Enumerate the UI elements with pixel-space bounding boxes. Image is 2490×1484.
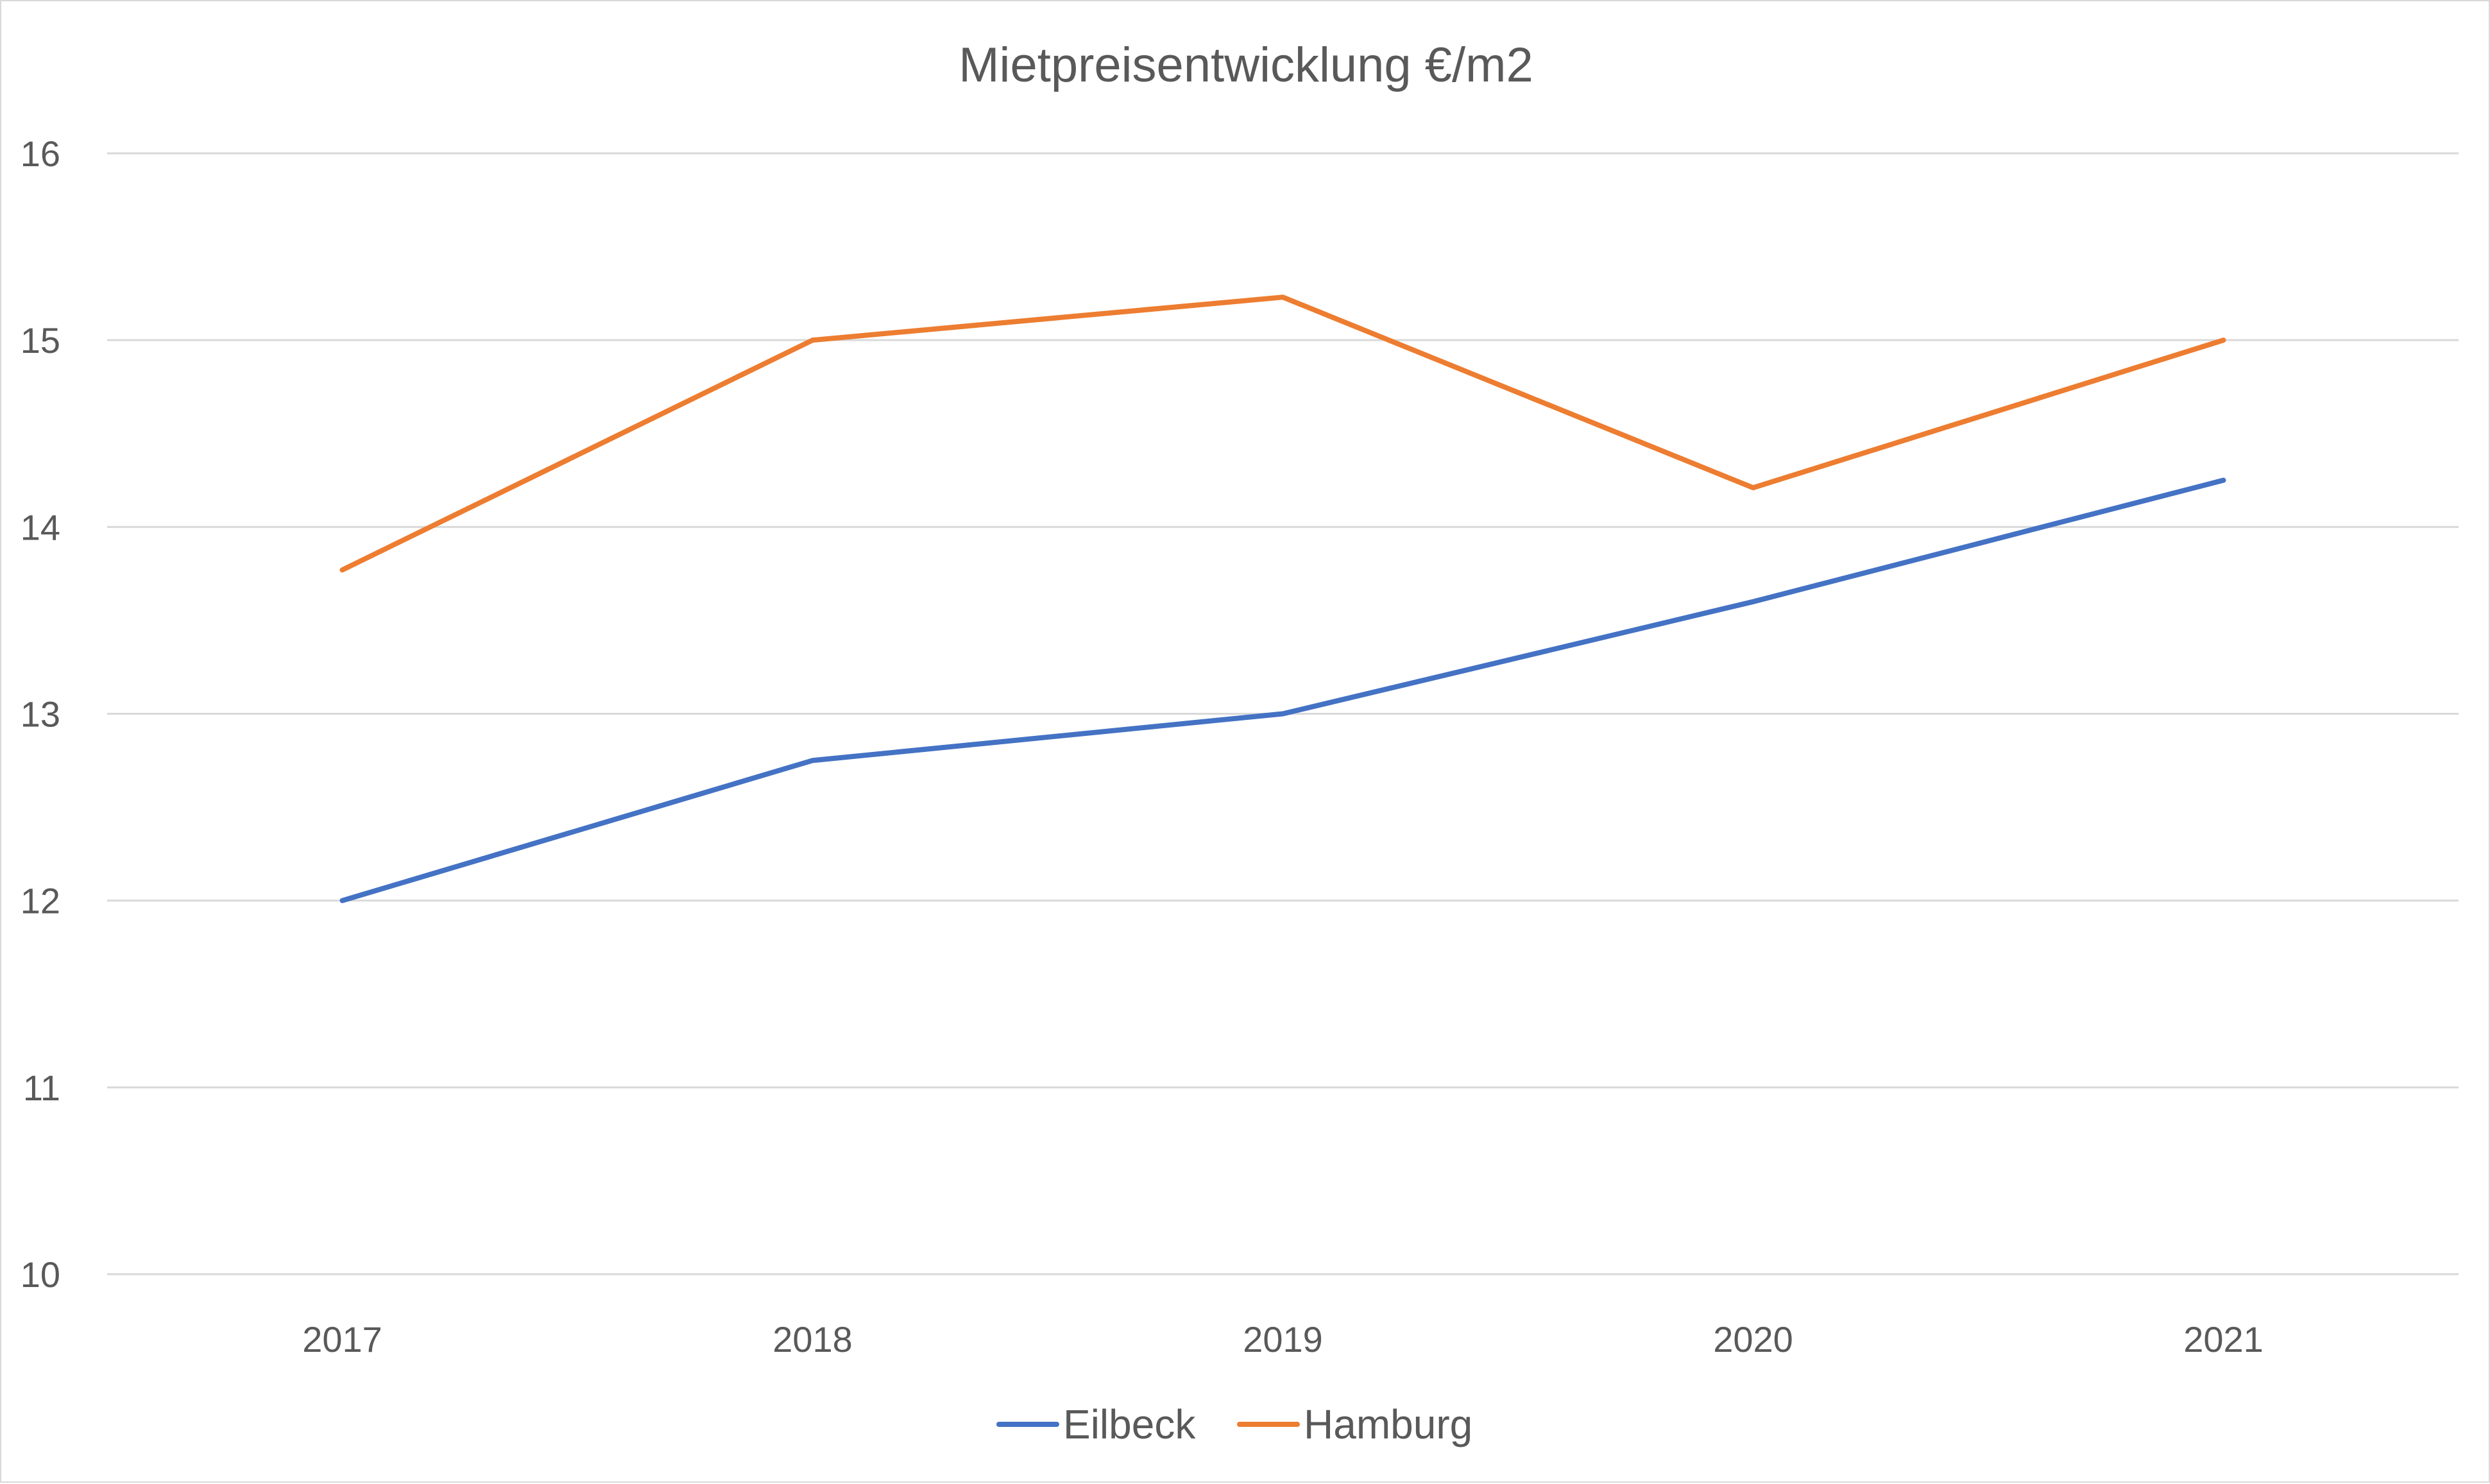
x-tick-label: 2021: [2183, 1319, 2264, 1360]
legend-label-eilbeck: Eilbeck: [1063, 1401, 1196, 1447]
series-line-eilbeck: [339, 477, 2226, 903]
y-tick-label: 15: [21, 320, 60, 361]
y-tick-label: 12: [21, 881, 60, 921]
gridlines: [107, 152, 2459, 1275]
x-tick-label: 2020: [1713, 1319, 1793, 1360]
y-axis-ticks: 10 11 12 13 14 15 16: [21, 133, 60, 1295]
legend-label-hamburg: Hamburg: [1304, 1401, 1472, 1447]
y-tick-label: 10: [21, 1254, 60, 1295]
chart-title: Mietpreisentwicklung €/m2: [959, 38, 1533, 92]
x-tick-label: 2019: [1243, 1319, 1323, 1360]
y-tick-label: 11: [23, 1068, 60, 1108]
legend: Eilbeck Hamburg: [996, 1401, 1472, 1447]
x-tick-label: 2017: [302, 1319, 382, 1360]
y-tick-label: 16: [21, 133, 60, 174]
series-line-hamburg: [339, 294, 2226, 573]
y-tick-label: 13: [21, 694, 60, 735]
x-axis-ticks: 2017 2018 2019 2020 2021: [302, 1319, 2264, 1360]
y-tick-label: 14: [21, 507, 60, 547]
series-lines: [339, 294, 2226, 903]
x-tick-label: 2018: [772, 1319, 853, 1360]
